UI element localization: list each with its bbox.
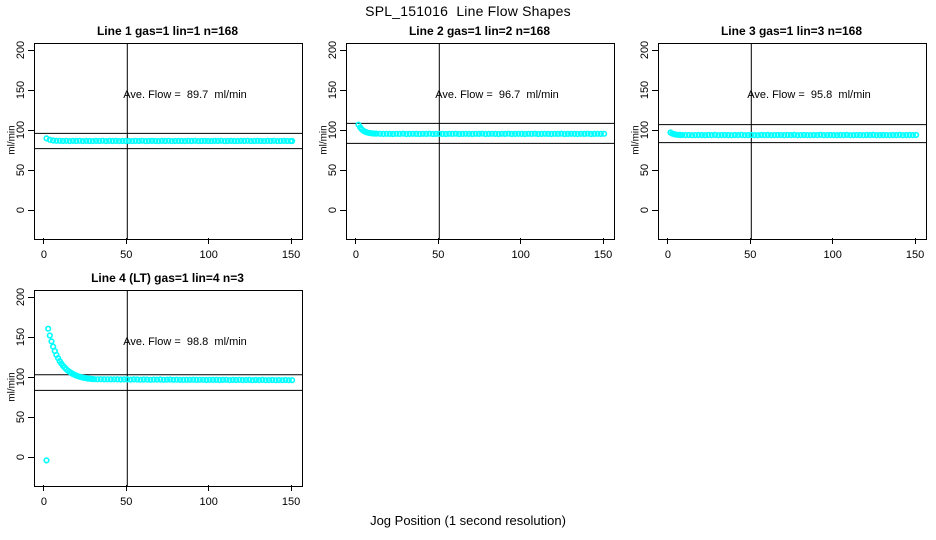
x-tick-label: 100 — [823, 249, 842, 261]
ave-flow-annotation: Ave. Flow = 89.7 ml/min — [123, 89, 247, 101]
plot-canvas — [659, 44, 926, 239]
x-tick-mark — [749, 238, 751, 244]
y-tick-label: 100 — [327, 120, 339, 140]
y-tick-mark — [340, 89, 346, 91]
plot-area: Ave. Flow = 95.8 ml/min — [658, 43, 927, 240]
x-tick-label: 100 — [199, 249, 218, 261]
y-tick-label: 100 — [15, 367, 27, 387]
x-tick-mark — [208, 238, 210, 244]
y-tick-mark — [28, 416, 34, 418]
y-tick-label: 50 — [15, 410, 27, 424]
x-tick-mark — [290, 485, 292, 491]
x-tick-mark — [208, 485, 210, 491]
y-tick-mark — [28, 89, 34, 91]
y-tick-mark — [340, 209, 346, 211]
y-tick-label: 200 — [15, 287, 27, 307]
panel-title: Line 3 gas=1 lin=3 n=168 — [720, 24, 863, 38]
y-tick-mark — [652, 209, 658, 211]
y-tick-label: 100 — [639, 120, 651, 140]
panel-title: Line 1 gas=1 lin=1 n=168 — [96, 24, 239, 38]
y-tick-label: 0 — [15, 206, 27, 214]
plot-area: Ave. Flow = 89.7 ml/min — [34, 43, 303, 240]
x-tick-mark — [290, 238, 292, 244]
x-tick-mark — [43, 238, 45, 244]
ave-flow-annotation: Ave. Flow = 96.7 ml/min — [435, 89, 559, 101]
x-tick-mark — [832, 238, 834, 244]
y-tick-label: 50 — [327, 163, 339, 177]
y-tick-label: 150 — [639, 80, 651, 100]
plot-canvas — [347, 44, 614, 239]
y-tick-label: 200 — [327, 40, 339, 60]
y-tick-mark — [652, 49, 658, 51]
x-tick-label: 150 — [281, 249, 301, 261]
x-tick-mark — [125, 238, 127, 244]
x-tick-mark — [43, 485, 45, 491]
x-tick-label: 150 — [905, 249, 925, 261]
panel-line-2: Line 2 gas=1 lin=2 n=168 ml/min Ave. Flo… — [312, 20, 624, 267]
panel-title: Line 4 (LT) gas=1 lin=4 n=3 — [91, 271, 244, 285]
y-tick-mark — [28, 49, 34, 51]
y-tick-mark — [28, 169, 34, 171]
panel-line-4: Line 4 (LT) gas=1 lin=4 n=3 ml/min Ave. … — [0, 267, 312, 514]
plot-area: Ave. Flow = 96.7 ml/min — [346, 43, 615, 240]
x-tick-label: 50 — [744, 249, 757, 261]
x-tick-mark — [355, 238, 357, 244]
panel-line-1: Line 1 gas=1 lin=1 n=168 ml/min Ave. Flo… — [0, 20, 312, 267]
x-tick-mark — [520, 238, 522, 244]
x-tick-label: 0 — [40, 249, 47, 261]
x-tick-label: 0 — [664, 249, 671, 261]
panel-title: Line 2 gas=1 lin=2 n=168 — [408, 24, 551, 38]
y-tick-mark — [652, 89, 658, 91]
y-tick-mark — [340, 49, 346, 51]
y-tick-mark — [28, 209, 34, 211]
ave-flow-annotation: Ave. Flow = 95.8 ml/min — [747, 89, 871, 101]
x-tick-label: 100 — [199, 496, 218, 508]
x-tick-mark — [914, 238, 916, 244]
y-tick-label: 200 — [15, 40, 27, 60]
plot-canvas — [35, 291, 302, 486]
x-tick-mark — [437, 238, 439, 244]
x-tick-label: 100 — [511, 249, 530, 261]
y-tick-mark — [340, 169, 346, 171]
y-tick-mark — [28, 129, 34, 131]
x-tick-mark — [667, 238, 669, 244]
plot-canvas — [35, 44, 302, 239]
y-tick-mark — [652, 129, 658, 131]
x-tick-label: 50 — [120, 249, 133, 261]
y-tick-label: 200 — [639, 40, 651, 60]
y-tick-mark — [652, 169, 658, 171]
x-tick-label: 150 — [281, 496, 301, 508]
panel-line-3: Line 3 gas=1 lin=3 n=168 ml/min Ave. Flo… — [624, 20, 936, 267]
plot-area: Ave. Flow = 98.8 ml/min — [34, 290, 303, 487]
x-tick-mark — [125, 485, 127, 491]
y-tick-label: 150 — [15, 80, 27, 100]
ave-flow-annotation: Ave. Flow = 98.8 ml/min — [123, 336, 247, 348]
y-tick-mark — [28, 336, 34, 338]
y-tick-mark — [28, 296, 34, 298]
x-tick-mark — [602, 238, 604, 244]
y-tick-mark — [28, 376, 34, 378]
figure-title: SPL_151016 Line Flow Shapes — [365, 3, 571, 19]
x-axis-label: Jog Position (1 second resolution) — [370, 513, 566, 528]
x-tick-label: 150 — [593, 249, 613, 261]
y-tick-label: 0 — [639, 206, 651, 214]
x-tick-label: 50 — [432, 249, 445, 261]
y-tick-mark — [28, 456, 34, 458]
x-tick-label: 50 — [120, 496, 133, 508]
y-tick-label: 100 — [15, 120, 27, 140]
y-tick-label: 50 — [639, 163, 651, 177]
y-tick-label: 150 — [327, 80, 339, 100]
y-tick-label: 0 — [327, 206, 339, 214]
y-tick-label: 150 — [15, 327, 27, 347]
x-tick-label: 0 — [40, 496, 47, 508]
y-tick-label: 0 — [15, 453, 27, 461]
y-tick-mark — [340, 129, 346, 131]
y-tick-label: 50 — [15, 163, 27, 177]
x-tick-label: 0 — [352, 249, 359, 261]
